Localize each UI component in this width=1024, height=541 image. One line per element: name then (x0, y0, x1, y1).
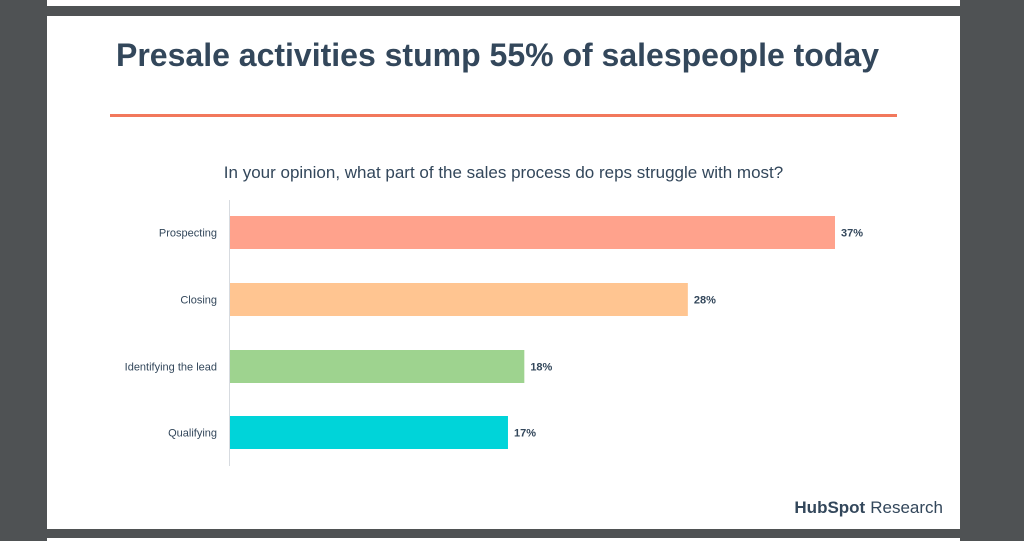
bar-chart: Prospecting 37% Closing 28% Identifying the … (125, 200, 863, 466)
category-label: Qualifying (168, 428, 217, 440)
data-label: 37% (841, 228, 863, 240)
slide: Presale activities stump 55% of salespeo… (47, 16, 960, 529)
data-label: 28% (694, 295, 716, 307)
previous-slide-edge (47, 0, 960, 6)
bar (230, 416, 508, 449)
category-label: Closing (180, 295, 217, 307)
bar (230, 350, 525, 383)
slide-title: Presale activities stump 55% of salespeo… (116, 37, 879, 73)
bar (230, 283, 688, 316)
data-label: 18% (530, 362, 552, 374)
chart-title: In your opinion, what part of the sales … (223, 163, 784, 182)
brand-suffix: Research (870, 498, 943, 517)
hubspot-research-logo: HubSpot Research (794, 498, 943, 518)
next-slide-edge (47, 538, 960, 541)
title-underline (110, 114, 897, 117)
category-label: Identifying the lead (125, 362, 217, 374)
brand-name: HubSpot (794, 498, 866, 517)
bar (230, 216, 835, 249)
data-label: 17% (514, 428, 536, 440)
category-label: Prospecting (159, 228, 217, 240)
